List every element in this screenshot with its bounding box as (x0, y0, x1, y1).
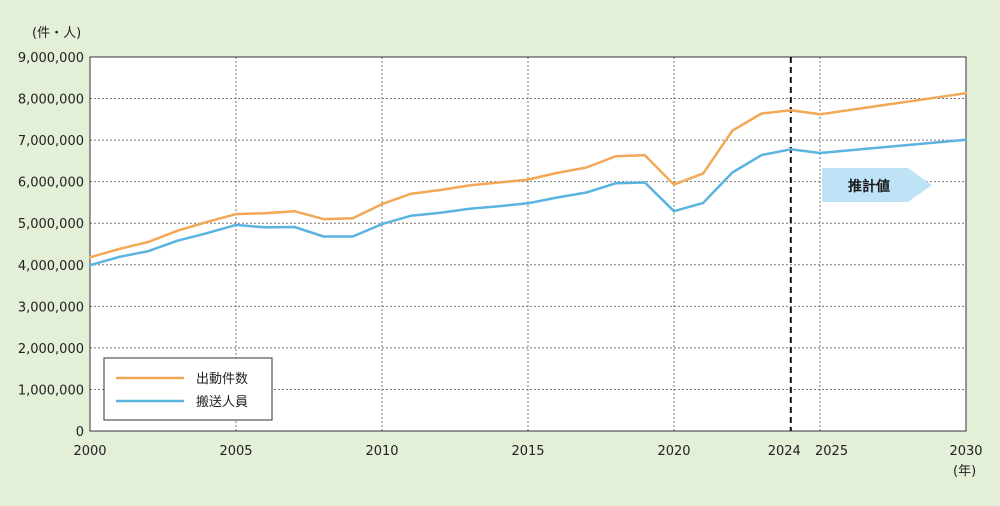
forecast-annotation: 推計値 (789, 57, 932, 431)
y-axis-unit-label: (件・人) (32, 26, 81, 41)
y-tick-label: 5,000,000 (18, 217, 84, 232)
x-tick-label: 2024 (768, 444, 801, 459)
y-tick-label: 8,000,000 (18, 93, 84, 108)
y-tick-label: 2,000,000 (18, 342, 84, 357)
series-line-1 (88, 91, 968, 259)
y-tick-label: 1,000,000 (18, 383, 84, 398)
x-tick-label: 2030 (949, 444, 982, 459)
y-tick-label: 3,000,000 (18, 300, 84, 315)
x-tick-label: 2005 (219, 444, 252, 459)
legend-label: 搬送人員 (196, 395, 248, 410)
legend-box (103, 357, 273, 421)
x-tick-label: 2010 (365, 444, 398, 459)
forecast-arrow (822, 168, 932, 202)
series-line-2 (88, 138, 968, 267)
x-tick-label: 2000 (73, 444, 106, 459)
x-tick-label: 2015 (511, 444, 544, 459)
x-tick-label: 2020 (657, 444, 690, 459)
series-lines (88, 91, 968, 267)
y-tick-label: 9,000,000 (18, 51, 84, 66)
y-tick-label: 4,000,000 (18, 259, 84, 274)
y-tick-label: 0 (76, 425, 84, 440)
plot-frame (89, 56, 967, 432)
y-tick-label: 7,000,000 (18, 134, 84, 149)
legend-label: 出動件数 (196, 372, 248, 387)
x-tick-label: 2025 (815, 444, 848, 459)
y-tick-label: 6,000,000 (18, 176, 84, 191)
forecast-label: 推計値 (848, 178, 890, 195)
axes: 0 1,000,000 2,000,000 3,000,000 4,000,000 5,0… (18, 51, 983, 459)
x-axis-unit-label: (年) (953, 464, 976, 479)
